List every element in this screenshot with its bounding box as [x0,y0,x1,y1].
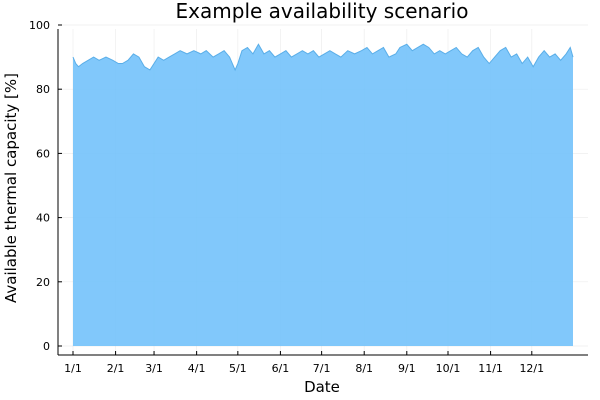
x-tick-label: 10/1 [436,362,461,375]
x-tick-label: 2/1 [107,362,125,375]
x-tick-label: 3/1 [145,362,163,375]
y-tick-label: 60 [36,147,50,160]
x-tick-label: 9/1 [398,362,416,375]
y-tick-label: 20 [36,276,50,289]
x-axis-label: Date [304,378,340,396]
x-ticks: 1/1 2/1 3/1 4/1 5/1 6/1 7/1 8/1 9/1 10/1 11/1 12/1 [64,351,544,375]
x-tick-label: 11/1 [478,362,503,375]
y-tick-label: 80 [36,83,50,96]
y-tick-label: 0 [43,340,50,353]
chart-title: Example availability scenario [176,0,469,23]
x-tick-label: 8/1 [355,362,373,375]
axes-layer [57,29,588,356]
y-tick-label: 100 [29,19,50,32]
x-tick-label: 1/1 [64,362,82,375]
series-area [73,44,573,346]
x-tick-label: 5/1 [229,362,247,375]
series-line [72,43,574,72]
y-tick-label: 40 [36,212,50,225]
x-tick-label: 4/1 [188,362,206,375]
x-tick-label: 6/1 [272,362,290,375]
x-tick-label: 7/1 [313,362,331,375]
y-ticks: 0 20 40 60 80 100 [29,19,62,353]
series-layer [72,43,574,346]
y-axis-label: Available thermal capacity [%] [2,73,20,303]
x-tick-label: 12/1 [519,362,544,375]
